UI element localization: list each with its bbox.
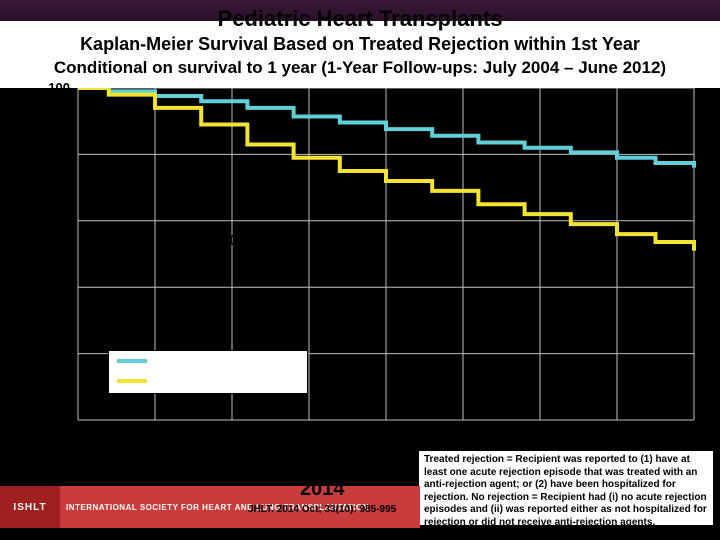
legend-item	[109, 351, 307, 371]
title-sub1: Kaplan-Meier Survival Based on Treated R…	[0, 34, 720, 55]
x-axis-label: Years	[356, 444, 393, 460]
y-axis-label: Survival (%)	[0, 148, 16, 240]
y-tick: 90	[40, 146, 70, 161]
y-tick: 60	[40, 346, 70, 361]
logo-abbr: ISHLT	[0, 486, 60, 528]
x-tick: 5	[453, 424, 473, 439]
legend-item	[109, 371, 307, 391]
x-tick: 3	[299, 424, 319, 439]
x-tick: 8	[684, 424, 704, 439]
footnote-box: Treated rejection = Recipient was report…	[418, 450, 714, 526]
year-label: 2014	[300, 478, 345, 501]
x-tick: 2	[222, 424, 242, 439]
x-tick: 7	[607, 424, 627, 439]
citation: JHLT. 2014 Oct; 33(10): 985-995	[248, 504, 396, 515]
x-tick: 4	[376, 424, 396, 439]
legend-swatch	[117, 379, 147, 383]
y-tick: 100	[40, 80, 70, 95]
legend-swatch	[117, 359, 147, 363]
y-tick: 70	[40, 279, 70, 294]
x-tick: 6	[530, 424, 550, 439]
x-tick: 0	[68, 424, 88, 439]
title-sub2: Conditional on survival to 1 year (1-Yea…	[0, 58, 720, 78]
y-tick: 80	[40, 213, 70, 228]
legend-box	[108, 350, 308, 394]
footnote-text: Treated rejection = Recipient was report…	[424, 454, 707, 528]
x-tick: 1	[145, 424, 165, 439]
p-value-label: p<0. 0001	[178, 232, 246, 249]
y-tick: 50	[40, 412, 70, 427]
title-main: Pediatric Heart Transplants	[0, 6, 720, 32]
